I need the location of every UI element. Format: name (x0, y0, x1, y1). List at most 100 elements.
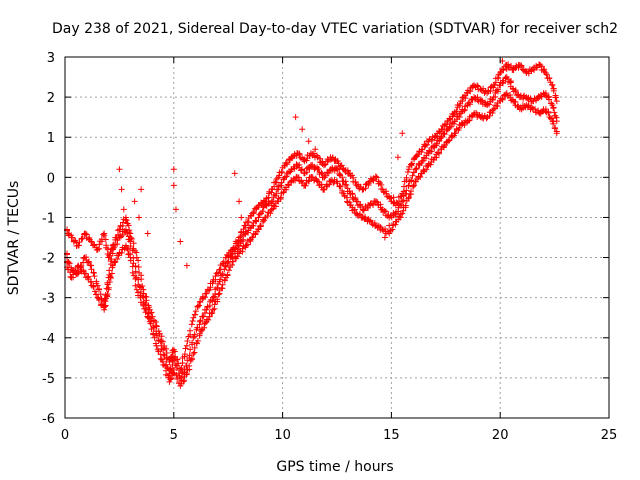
data-point (127, 243, 134, 250)
data-point (412, 178, 419, 185)
data-point (191, 344, 198, 351)
data-point (399, 210, 406, 217)
data-point (347, 201, 354, 208)
data-point (453, 108, 460, 115)
data-point (88, 266, 95, 273)
data-point (549, 82, 556, 89)
data-point (419, 157, 426, 164)
data-point (102, 236, 109, 243)
data-point (338, 162, 345, 169)
y-tick-label: -1 (42, 211, 55, 226)
data-point (547, 115, 554, 122)
data-point (277, 194, 284, 201)
data-point (194, 337, 201, 344)
data-point (102, 303, 109, 310)
data-point (114, 241, 121, 248)
data-point (95, 286, 102, 293)
series-sat-track-c (64, 90, 560, 389)
data-point (528, 104, 535, 111)
data-point (69, 234, 76, 241)
data-point (118, 186, 125, 193)
data-point (153, 323, 160, 330)
data-point (120, 219, 127, 226)
data-point (209, 294, 216, 301)
data-point (497, 70, 504, 77)
data-point (299, 126, 306, 133)
data-point (106, 267, 113, 274)
data-point (116, 226, 123, 233)
data-point (408, 188, 415, 195)
data-point (297, 167, 304, 174)
data-point (236, 198, 243, 205)
data-point (408, 161, 415, 168)
data-point (452, 130, 459, 137)
data-point (208, 310, 215, 317)
data-point (194, 303, 201, 310)
data-point (188, 355, 195, 362)
data-point (137, 288, 144, 295)
data-point (435, 149, 442, 156)
data-point (214, 296, 221, 303)
data-point (139, 283, 146, 290)
data-point (305, 178, 312, 185)
data-point (110, 244, 117, 251)
data-point (188, 321, 195, 328)
data-point (543, 71, 550, 78)
data-point (415, 151, 422, 158)
data-point (118, 249, 125, 256)
data-point (108, 256, 115, 263)
data-point (309, 174, 316, 181)
data-point (135, 263, 142, 270)
data-point (192, 308, 199, 315)
data-point (545, 109, 552, 116)
data-point (171, 358, 178, 365)
data-point (305, 138, 312, 145)
data-point (94, 246, 101, 253)
data-point (151, 334, 158, 341)
data-point (379, 186, 386, 193)
data-point (191, 331, 198, 338)
data-point (132, 263, 139, 270)
data-point (189, 318, 196, 325)
data-point (315, 165, 322, 172)
data-point (161, 352, 168, 359)
data-point (181, 351, 188, 358)
data-point (336, 182, 343, 189)
data-point (224, 271, 231, 278)
data-point (101, 232, 108, 239)
data-point (173, 372, 180, 379)
data-point (418, 158, 425, 165)
data-point (190, 314, 197, 321)
data-point (532, 106, 539, 113)
data-point (183, 262, 190, 269)
data-point (483, 115, 490, 122)
data-point (419, 146, 426, 153)
data-point (116, 166, 123, 173)
data-point (238, 214, 245, 221)
data-point (70, 271, 77, 278)
data-point (278, 168, 285, 175)
data-point (120, 206, 127, 213)
data-point (373, 198, 380, 205)
x-tick-label: 15 (383, 428, 400, 443)
data-point (106, 252, 113, 259)
data-point (231, 254, 238, 261)
data-point (194, 324, 201, 331)
y-tick-label: 3 (47, 51, 55, 66)
data-point (145, 314, 152, 321)
data-point (127, 257, 134, 264)
data-point (209, 309, 216, 316)
data-point (474, 97, 481, 104)
data-point (82, 230, 89, 237)
data-point (409, 160, 416, 167)
series-sat-track-d (116, 58, 515, 269)
data-point (159, 346, 166, 353)
data-point (203, 306, 210, 313)
data-point (322, 172, 329, 179)
chart-title: Day 238 of 2021, Sidereal Day-to-day VTE… (52, 21, 618, 37)
data-point (174, 376, 181, 383)
data-point (502, 75, 509, 82)
data-point (283, 159, 290, 166)
x-tick-label: 25 (601, 428, 618, 443)
